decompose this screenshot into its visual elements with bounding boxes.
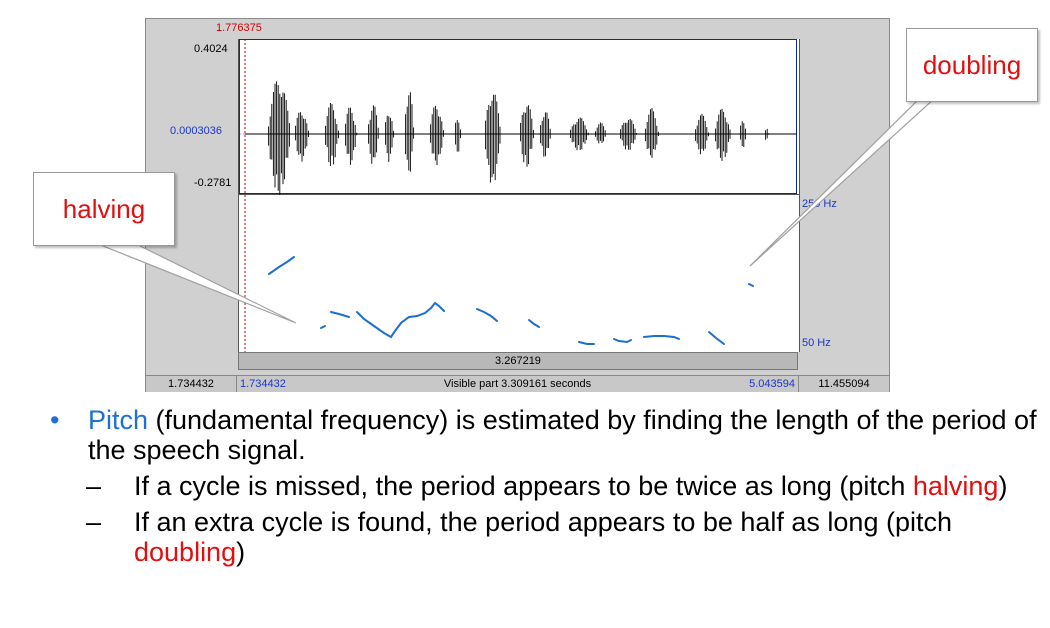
pitch-max-label: 250 Hz xyxy=(802,198,837,210)
praat-sound-editor: 1.776375 0.4024 0.0003036 -0.2781 250 Hz… xyxy=(145,18,890,392)
pitch-segment xyxy=(708,331,725,345)
time-bar-left[interactable]: 1.734432 xyxy=(146,376,237,392)
amplitude-zero-label: 0.0003036 xyxy=(170,125,222,137)
pitch-segment xyxy=(330,311,350,318)
pitch-segment xyxy=(268,256,295,275)
panel-divider xyxy=(239,194,799,195)
selection-bar[interactable]: 3.267219 xyxy=(238,352,798,370)
halving-term: halving xyxy=(912,471,999,501)
time-bar-visible[interactable]: 1.734432 Visible part 3.309161 seconds 5… xyxy=(237,376,799,392)
pitch-segment xyxy=(643,335,680,340)
pitch-min-label: 50 Hz xyxy=(802,337,831,349)
visible-part-text: Visible part 3.309161 seconds xyxy=(443,378,592,390)
selection-duration: 3.267219 xyxy=(495,355,541,367)
bullet-list: • Pitch (fundamental frequency) is estim… xyxy=(50,405,1040,567)
pitch-segment xyxy=(578,341,595,345)
visible-end: 5.043594 xyxy=(749,378,795,390)
pitch-segment xyxy=(528,319,540,328)
pitch-segment xyxy=(356,301,445,339)
amplitude-max-label: 0.4024 xyxy=(194,43,228,55)
dash-icon: – xyxy=(86,471,102,501)
amplitude-min-label: -0.2781 xyxy=(194,177,232,189)
bullet-dot-icon: • xyxy=(50,405,60,435)
signal-drawing xyxy=(239,39,797,352)
pitch-segment xyxy=(476,308,498,322)
doubling-callout: doubling xyxy=(906,28,1038,102)
bullet-sub-halving: – If a cycle is missed, the period appea… xyxy=(86,471,1008,501)
dash-icon: – xyxy=(86,507,102,537)
bullet-main-text: (fundamental frequency) is estimated by … xyxy=(88,405,1037,465)
halving-callout: halving xyxy=(33,172,175,246)
pitch-segment xyxy=(320,325,326,329)
plot-area[interactable] xyxy=(238,39,800,352)
cursor-time-label: 1.776375 xyxy=(216,22,262,34)
time-bar: 1.734432 1.734432 Visible part 3.309161 … xyxy=(146,375,889,392)
bullet-sub-doubling: – If an extra cycle is found, the period… xyxy=(86,507,952,567)
bullet-main: • Pitch (fundamental frequency) is estim… xyxy=(50,405,1040,465)
waveform xyxy=(245,81,797,195)
pitch-term: Pitch xyxy=(88,405,149,435)
pitch-contour xyxy=(268,256,754,345)
pitch-segment xyxy=(748,283,754,287)
waveform-path xyxy=(245,81,797,195)
doubling-term: doubling xyxy=(134,537,237,567)
visible-start: 1.734432 xyxy=(240,378,286,390)
time-bar-right[interactable]: 11.455094 xyxy=(818,378,870,390)
pitch-segment xyxy=(613,338,632,344)
